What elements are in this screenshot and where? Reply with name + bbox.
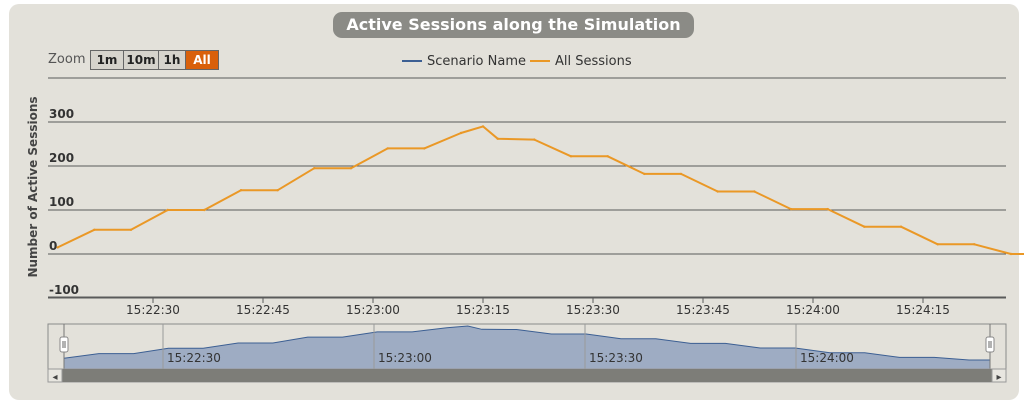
y-axis-title: Number of Active Sessions	[26, 96, 40, 277]
navigator-handle-right[interactable]	[985, 336, 995, 353]
x-tick-label-5: 15:23:45	[676, 303, 730, 317]
scrollbar-thumb[interactable]	[62, 369, 992, 382]
data-point	[166, 208, 169, 212]
zoom-label: Zoom	[48, 52, 86, 67]
x-tick-label-6: 15:24:00	[786, 303, 840, 317]
series-line-all-sessions	[57, 125, 1024, 255]
scroll-left-arrow-icon: ◂	[52, 372, 57, 383]
scrollbar-left-button[interactable]	[47, 368, 63, 383]
data-point	[313, 167, 316, 170]
data-point	[569, 155, 573, 158]
y-tick-label-0: -100	[49, 283, 79, 297]
legend-scenario-label: Scenario Name	[427, 54, 526, 69]
data-point	[386, 147, 389, 150]
x-tick-label-2: 15:23:00	[346, 303, 400, 317]
chart-title: Active Sessions along the Simulation	[333, 12, 694, 38]
data-point	[753, 190, 756, 193]
data-point	[973, 243, 976, 246]
data-point	[349, 167, 353, 170]
data-point	[679, 172, 683, 176]
data-point	[936, 243, 939, 246]
navigator-area	[64, 326, 990, 369]
data-point	[863, 225, 866, 228]
zoom-10m-button[interactable]: 10m	[124, 51, 159, 69]
zoom-1m-button[interactable]: 1m	[91, 51, 124, 69]
legend-all-label: All Sessions	[555, 54, 632, 69]
scroll-right-arrow-icon: ▸	[996, 372, 1001, 383]
data-point	[129, 228, 133, 231]
y-tick-label-2: 100	[49, 195, 74, 209]
data-point	[56, 246, 59, 249]
data-point	[93, 228, 96, 231]
data-point	[496, 137, 499, 140]
zoom-button-group: 1m 10m 1h All	[90, 50, 219, 70]
x-tick-label-7: 15:24:15	[896, 303, 950, 317]
navigator-line	[63, 325, 990, 361]
navigator-handle-left[interactable]	[59, 336, 69, 353]
x-tick-label-4: 15:23:30	[566, 303, 620, 317]
x-tick-label-0: 15:22:30	[126, 303, 180, 317]
data-point	[643, 172, 646, 176]
zoom-all-button[interactable]: All	[186, 51, 218, 69]
data-point	[276, 189, 279, 192]
data-point	[826, 207, 829, 211]
data-point	[533, 138, 536, 141]
navigator-tick-label-3: 15:24:00	[800, 351, 854, 365]
data-point	[716, 190, 719, 193]
x-tick-label-3: 15:23:15	[456, 303, 510, 317]
scrollbar-right-button[interactable]	[991, 368, 1007, 383]
data-point	[1009, 252, 1013, 256]
navigator-tick-label-2: 15:23:30	[589, 351, 643, 365]
data-point	[203, 208, 206, 212]
zoom-1h-button[interactable]: 1h	[159, 51, 186, 69]
y-tick-label-1: 0	[49, 239, 57, 253]
navigator-tick-label-0: 15:22:30	[167, 351, 221, 365]
data-point	[481, 125, 485, 128]
x-tick-label-1: 15:22:45	[236, 303, 290, 317]
data-point	[899, 225, 903, 228]
data-point	[459, 131, 463, 135]
data-point	[789, 207, 793, 211]
data-point	[606, 155, 609, 158]
y-tick-label-4: 300	[49, 107, 74, 121]
y-tick-label-3: 200	[49, 151, 74, 165]
data-point	[423, 147, 426, 150]
navigator-tick-label-1: 15:23:00	[378, 351, 432, 365]
data-point	[239, 189, 243, 192]
